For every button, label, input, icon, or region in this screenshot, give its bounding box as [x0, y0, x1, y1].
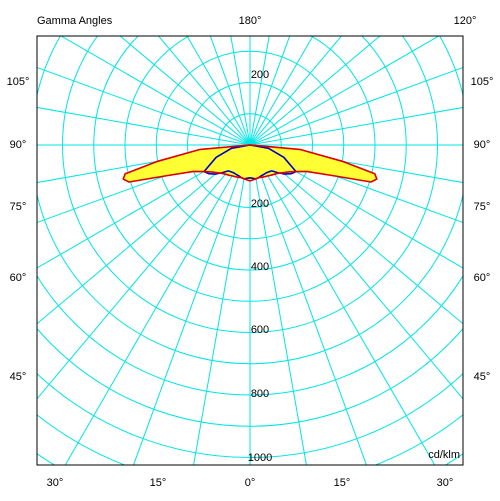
grid-spoke	[249, 144, 463, 400]
right-angle-label: 75°	[474, 201, 491, 213]
plot-frame	[36, 35, 464, 466]
ring-value-label: 200	[251, 69, 269, 81]
intensity-curves	[122, 144, 378, 183]
grid-spoke	[249, 36, 440, 146]
ring-value-label: 1000	[248, 452, 272, 464]
grid-spoke	[230, 36, 251, 146]
right-angle-label: 90°	[474, 139, 491, 151]
curve-c0-c180	[122, 144, 378, 183]
unit-label: cd/klm	[428, 449, 460, 461]
grid-spoke	[37, 144, 251, 325]
left-angle-label: 60°	[10, 272, 27, 284]
top-label-180: 180°	[239, 15, 262, 27]
grid-spoke	[119, 36, 251, 146]
grid-spoke	[249, 144, 463, 184]
bottom-angle-label: 0°	[245, 477, 256, 489]
curve-fill-c0-c180	[123, 145, 377, 182]
bottom-angle-label: 15°	[150, 477, 167, 489]
grid-spoke	[37, 144, 251, 269]
top-label-120: 120°	[454, 15, 477, 27]
curve-c90-c270	[203, 144, 297, 180]
left-angle-label: 45°	[10, 371, 27, 383]
grid-spoke	[249, 36, 381, 146]
right-angle-label: 45°	[474, 371, 491, 383]
grid-spoke	[37, 66, 251, 146]
right-angle-label: 105°	[471, 76, 494, 88]
grid-spoke	[193, 144, 251, 465]
chart-frame	[36, 35, 464, 466]
grid-spoke	[249, 144, 463, 325]
left-angle-label: 105°	[7, 76, 30, 88]
left-angle-label: 90°	[10, 139, 27, 151]
grid-spoke	[60, 36, 251, 146]
ring-value-label: 600	[251, 324, 269, 336]
grid-spoke	[37, 144, 251, 184]
bottom-angle-label: 15°	[334, 477, 351, 489]
grid-spoke	[249, 144, 436, 465]
ring-value-label: 200	[251, 198, 269, 210]
bottom-angle-label: 30°	[47, 477, 64, 489]
grid-spoke	[249, 144, 463, 224]
ring-value-label: 400	[251, 261, 269, 273]
chart-labels: Gamma Angles 180° 120° 105° 105° 90° 90° 75° 75°…	[7, 15, 494, 489]
grid-spoke	[249, 144, 463, 269]
left-angle-label: 75°	[10, 201, 27, 213]
grid-spoke	[132, 144, 251, 465]
grid-spoke	[249, 106, 463, 146]
grid-spoke	[249, 36, 270, 146]
grid-spoke	[249, 144, 368, 465]
grid-spoke	[37, 106, 251, 146]
grid-spoke	[64, 144, 251, 465]
grid-spoke	[37, 144, 251, 224]
chart-title: Gamma Angles	[37, 15, 113, 27]
grid-spoke	[249, 66, 463, 146]
bottom-angle-label: 30°	[437, 477, 454, 489]
grid-spoke	[37, 144, 251, 400]
grid-spoke	[249, 144, 307, 465]
right-angle-label: 60°	[474, 272, 491, 284]
ring-value-label: 800	[251, 388, 269, 400]
